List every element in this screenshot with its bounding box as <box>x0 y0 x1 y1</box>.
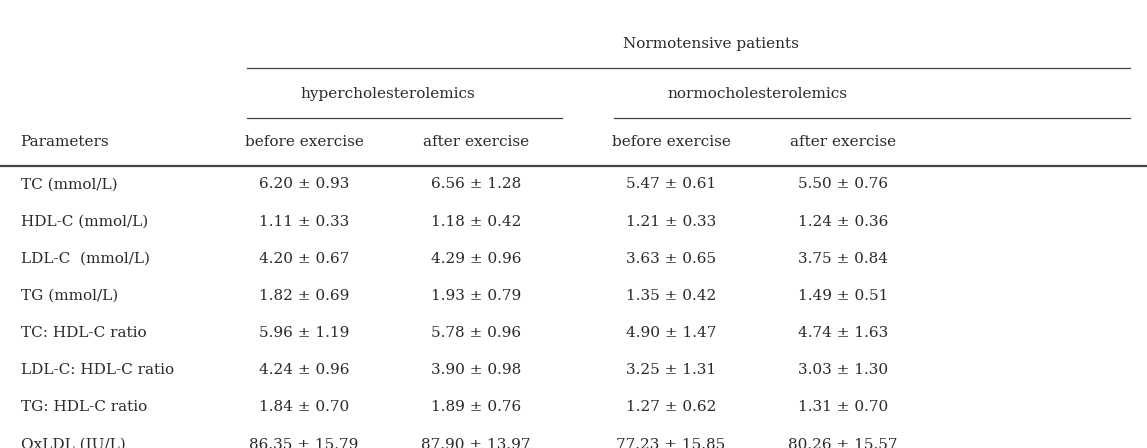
Text: 3.63 ± 0.65: 3.63 ± 0.65 <box>626 252 716 266</box>
Text: 5.50 ± 0.76: 5.50 ± 0.76 <box>798 177 888 191</box>
Text: OxLDL (IU/L): OxLDL (IU/L) <box>21 438 125 448</box>
Text: LDL-C  (mmol/L): LDL-C (mmol/L) <box>21 252 149 266</box>
Text: 5.96 ± 1.19: 5.96 ± 1.19 <box>259 326 349 340</box>
Text: 1.21 ± 0.33: 1.21 ± 0.33 <box>626 215 716 228</box>
Text: 4.74 ± 1.63: 4.74 ± 1.63 <box>798 326 888 340</box>
Text: 1.27 ± 0.62: 1.27 ± 0.62 <box>626 401 716 414</box>
Text: TG: HDL-C ratio: TG: HDL-C ratio <box>21 401 147 414</box>
Text: 86.35 ± 15.79: 86.35 ± 15.79 <box>249 438 359 448</box>
Text: 80.26 ± 15.57: 80.26 ± 15.57 <box>788 438 898 448</box>
Text: 4.90 ± 1.47: 4.90 ± 1.47 <box>626 326 716 340</box>
Text: TG (mmol/L): TG (mmol/L) <box>21 289 118 303</box>
Text: 4.29 ± 0.96: 4.29 ± 0.96 <box>431 252 521 266</box>
Text: 3.03 ± 1.30: 3.03 ± 1.30 <box>798 363 888 377</box>
Text: before exercise: before exercise <box>244 135 364 149</box>
Text: 3.90 ± 0.98: 3.90 ± 0.98 <box>431 363 521 377</box>
Text: 3.75 ± 0.84: 3.75 ± 0.84 <box>798 252 888 266</box>
Text: hypercholesterolemics: hypercholesterolemics <box>301 87 475 101</box>
Text: 1.84 ± 0.70: 1.84 ± 0.70 <box>259 401 349 414</box>
Text: 5.78 ± 0.96: 5.78 ± 0.96 <box>431 326 521 340</box>
Text: 1.89 ± 0.76: 1.89 ± 0.76 <box>431 401 521 414</box>
Text: after exercise: after exercise <box>423 135 529 149</box>
Text: 3.25 ± 1.31: 3.25 ± 1.31 <box>626 363 716 377</box>
Text: TC (mmol/L): TC (mmol/L) <box>21 177 117 191</box>
Text: 1.31 ± 0.70: 1.31 ± 0.70 <box>798 401 888 414</box>
Text: normocholesterolemics: normocholesterolemics <box>668 87 846 101</box>
Text: 6.20 ± 0.93: 6.20 ± 0.93 <box>259 177 349 191</box>
Text: Parameters: Parameters <box>21 135 109 149</box>
Text: 4.24 ± 0.96: 4.24 ± 0.96 <box>259 363 349 377</box>
Text: 1.18 ± 0.42: 1.18 ± 0.42 <box>431 215 521 228</box>
Text: after exercise: after exercise <box>790 135 896 149</box>
Text: 1.24 ± 0.36: 1.24 ± 0.36 <box>798 215 888 228</box>
Text: TC: HDL-C ratio: TC: HDL-C ratio <box>21 326 147 340</box>
Text: 87.90 ± 13.97: 87.90 ± 13.97 <box>421 438 531 448</box>
Text: Normotensive patients: Normotensive patients <box>623 37 799 51</box>
Text: before exercise: before exercise <box>611 135 731 149</box>
Text: HDL-C (mmol/L): HDL-C (mmol/L) <box>21 215 148 228</box>
Text: 6.56 ± 1.28: 6.56 ± 1.28 <box>431 177 521 191</box>
Text: LDL-C: HDL-C ratio: LDL-C: HDL-C ratio <box>21 363 174 377</box>
Text: 1.82 ± 0.69: 1.82 ± 0.69 <box>259 289 349 303</box>
Text: 1.35 ± 0.42: 1.35 ± 0.42 <box>626 289 716 303</box>
Text: 4.20 ± 0.67: 4.20 ± 0.67 <box>259 252 349 266</box>
Text: 5.47 ± 0.61: 5.47 ± 0.61 <box>626 177 716 191</box>
Text: 1.49 ± 0.51: 1.49 ± 0.51 <box>798 289 888 303</box>
Text: 77.23 ± 15.85: 77.23 ± 15.85 <box>616 438 726 448</box>
Text: 1.11 ± 0.33: 1.11 ± 0.33 <box>259 215 349 228</box>
Text: 1.93 ± 0.79: 1.93 ± 0.79 <box>431 289 521 303</box>
